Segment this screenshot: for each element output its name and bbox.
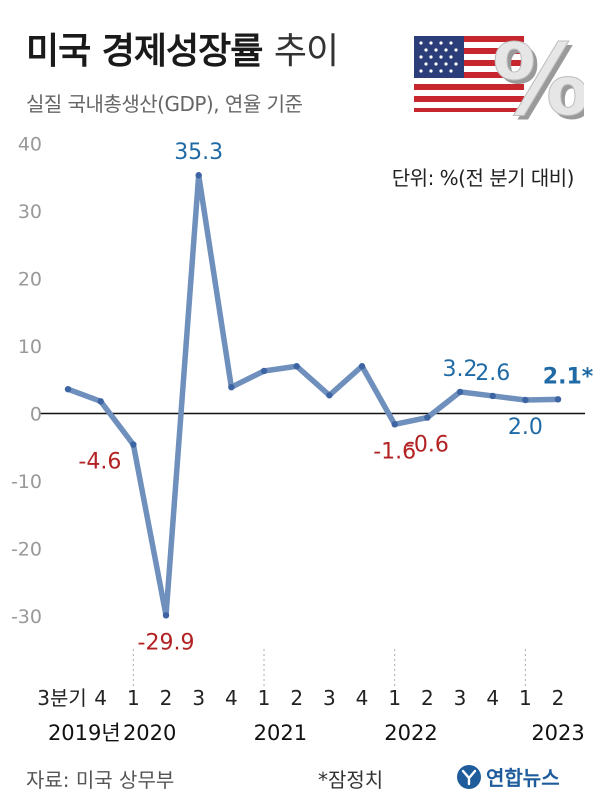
x-quarter-label: 2 [290,686,303,710]
data-point [489,392,496,400]
x-quarter-label: 4 [225,686,238,710]
y-axis-ticks: 40 30 20 10 0 -10 -20 -30 [11,134,42,629]
data-label: 2.0 [508,415,543,440]
data-label: 2.6 [475,361,510,386]
x-quarter-label: 4 [356,686,369,710]
y-tick-label: -30 [11,606,42,628]
provisional-footnote: *잠정치 [318,768,384,792]
source-note: 자료: 미국 상무부 [26,768,175,792]
data-point [522,396,529,404]
title-block: 미국 경제성장률 추이 [26,22,339,74]
data-label: 35.3 [174,140,223,165]
data-point [554,396,562,403]
y-tick-label: 40 [18,134,42,156]
svg-text:%: % [496,34,584,124]
x-quarter-label: 2 [160,686,173,710]
gdp-line-chart: 40 30 20 10 0 -10 -20 -30 -4.6 -29.9 35.3 -1.6-0.6… [11,134,594,746]
x-quarter-label: 2 [552,686,565,710]
data-point [228,383,235,391]
y-tick-label: -10 [11,471,42,493]
data-point [162,612,170,619]
data-point [130,441,137,448]
data-point [456,388,464,396]
yonhap-logo-icon [457,764,481,789]
data-point [391,421,398,428]
x-quarter-label: 1 [127,686,140,710]
data-point [260,367,268,375]
x-quarter-label: 1 [388,686,401,710]
us-flag-percent-icon: % % [414,34,584,124]
data-point [195,172,202,179]
x-quarter-label: 3 [454,686,467,710]
data-label: -0.6 [406,433,449,458]
y-tick-label: 20 [18,269,42,291]
agency-name: 연합뉴스 [486,766,560,790]
x-year-label: 2022 [384,721,437,745]
x-quarter-label: 1 [519,686,532,710]
data-point [424,414,431,421]
agency-logo: 연합뉴스 [456,762,560,791]
data-label: -1.6 [373,439,416,464]
data-label: 2.1* [543,364,594,389]
chart-title: 미국 경제성장률 추이 [26,22,339,74]
svg-text:%: % [492,34,584,124]
x-quarter-label: 3 [192,686,205,710]
y-tick-label: 0 [30,404,42,426]
x-quarter-label: 2 [421,686,434,710]
data-point [97,398,104,405]
us-flag-icon [414,36,524,112]
unit-note: 단위: %(전 분기 대비) [391,166,575,190]
chart-title-light: 추이 [273,31,339,72]
data-point [358,363,366,370]
data-label: 3.2 [443,357,478,382]
y-tick-label: -20 [11,539,42,561]
percent-symbol-icon: % % [492,34,585,124]
chart-subtitle: 실질 국내총생산(GDP), 연율 기준 [26,92,303,116]
data-point [293,363,300,370]
x-year-label: 2023 [531,721,584,745]
grid-layer [40,412,585,686]
x-year-label: 2020 [123,721,176,745]
x-quarter-label: 4 [94,686,107,710]
series-layer [64,172,562,619]
x-quarter-label: 1 [258,686,271,710]
data-label: -4.6 [78,450,121,475]
x-year-label: 2019년 [48,721,121,745]
data-point [326,392,333,399]
x-quarter-label: 3 [323,686,336,710]
chart-title-bold: 미국 경제성장률 [26,31,263,72]
x-quarter-label: 3분기 [37,686,87,710]
gdp-growth-line [65,172,561,619]
x-quarter-label: 4 [486,686,499,710]
y-tick-label: 30 [18,201,42,223]
data-label: -29.9 [138,630,195,655]
data-labels: -4.6 -29.9 35.3 -1.6-0.6 3.22.6 2.0 2.1* [78,140,593,655]
data-point [64,386,72,393]
y-tick-label: 10 [18,336,42,358]
x-year-label: 2021 [254,721,307,745]
